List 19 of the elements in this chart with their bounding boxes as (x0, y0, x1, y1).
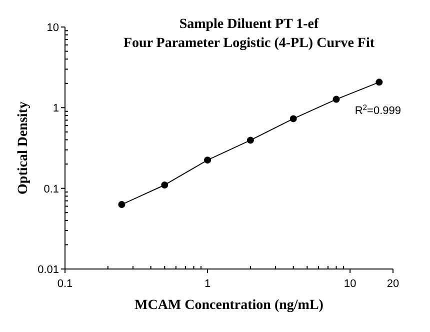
y-tick-label: 1 (52, 102, 59, 115)
x-tick-label: 1 (204, 278, 211, 290)
y-tick-label: 0.01 (38, 264, 59, 276)
x-tick-label: 0.1 (57, 278, 73, 290)
y-axis-title: Optical Density (16, 102, 31, 194)
point (332, 96, 340, 103)
x-axis-title: MCAM Concentration (ng/mL) (134, 298, 324, 313)
point (118, 201, 126, 208)
y-tick-label: 0.1 (44, 183, 59, 196)
point (376, 78, 383, 86)
point (290, 115, 297, 122)
annotation: R$^{2}$=0.999 (354, 102, 401, 117)
y-tick-label: 10 (46, 22, 59, 34)
point (161, 181, 168, 188)
point (204, 156, 212, 164)
x-tick-label: 10 (344, 278, 356, 290)
point (246, 136, 254, 144)
chart-title: Sample Diluent PT 1-ef Four Parameter Logistic (4-PL) Curve Fit (123, 17, 375, 51)
x-tick-label: 20 (386, 278, 400, 290)
